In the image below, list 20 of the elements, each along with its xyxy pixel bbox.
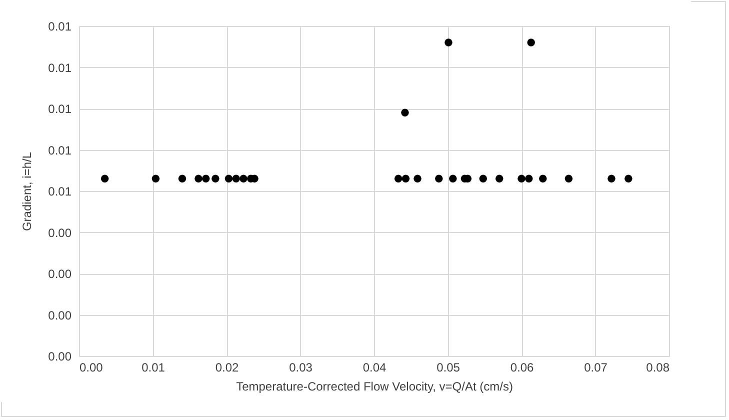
y-tick-label: 0.01 — [48, 60, 72, 75]
x-tick-label: 0.03 — [289, 360, 313, 374]
y-tick-label: 0.00 — [48, 226, 72, 240]
x-tick-label: 0.06 — [510, 360, 534, 374]
y-tick-label: 0.01 — [48, 20, 72, 34]
y-axis-title: Gradient, i=h/L — [20, 152, 34, 232]
y-tick-label: 0.01 — [48, 102, 72, 116]
y-tick-label: 0.00 — [48, 308, 72, 322]
x-tick-label: 0.04 — [362, 360, 386, 374]
x-tick-label: 0.08 — [646, 360, 670, 374]
y-tick-label: 0.01 — [48, 143, 72, 158]
x-tick-label: 0.01 — [142, 360, 166, 374]
y-tick-label: 0.00 — [48, 267, 72, 281]
x-tick-label: 0.07 — [584, 360, 608, 374]
y-tick-label: 0.00 — [48, 350, 72, 364]
x-tick-label: 0.02 — [215, 360, 239, 374]
x-axis-title: Temperature-Corrected Flow Velocity, v=Q/At (cm/s) — [236, 380, 513, 394]
y-tick-label: 0.01 — [48, 184, 72, 198]
x-tick-label: 0.00 — [80, 360, 104, 374]
x-tick-label: 0.05 — [436, 360, 460, 374]
